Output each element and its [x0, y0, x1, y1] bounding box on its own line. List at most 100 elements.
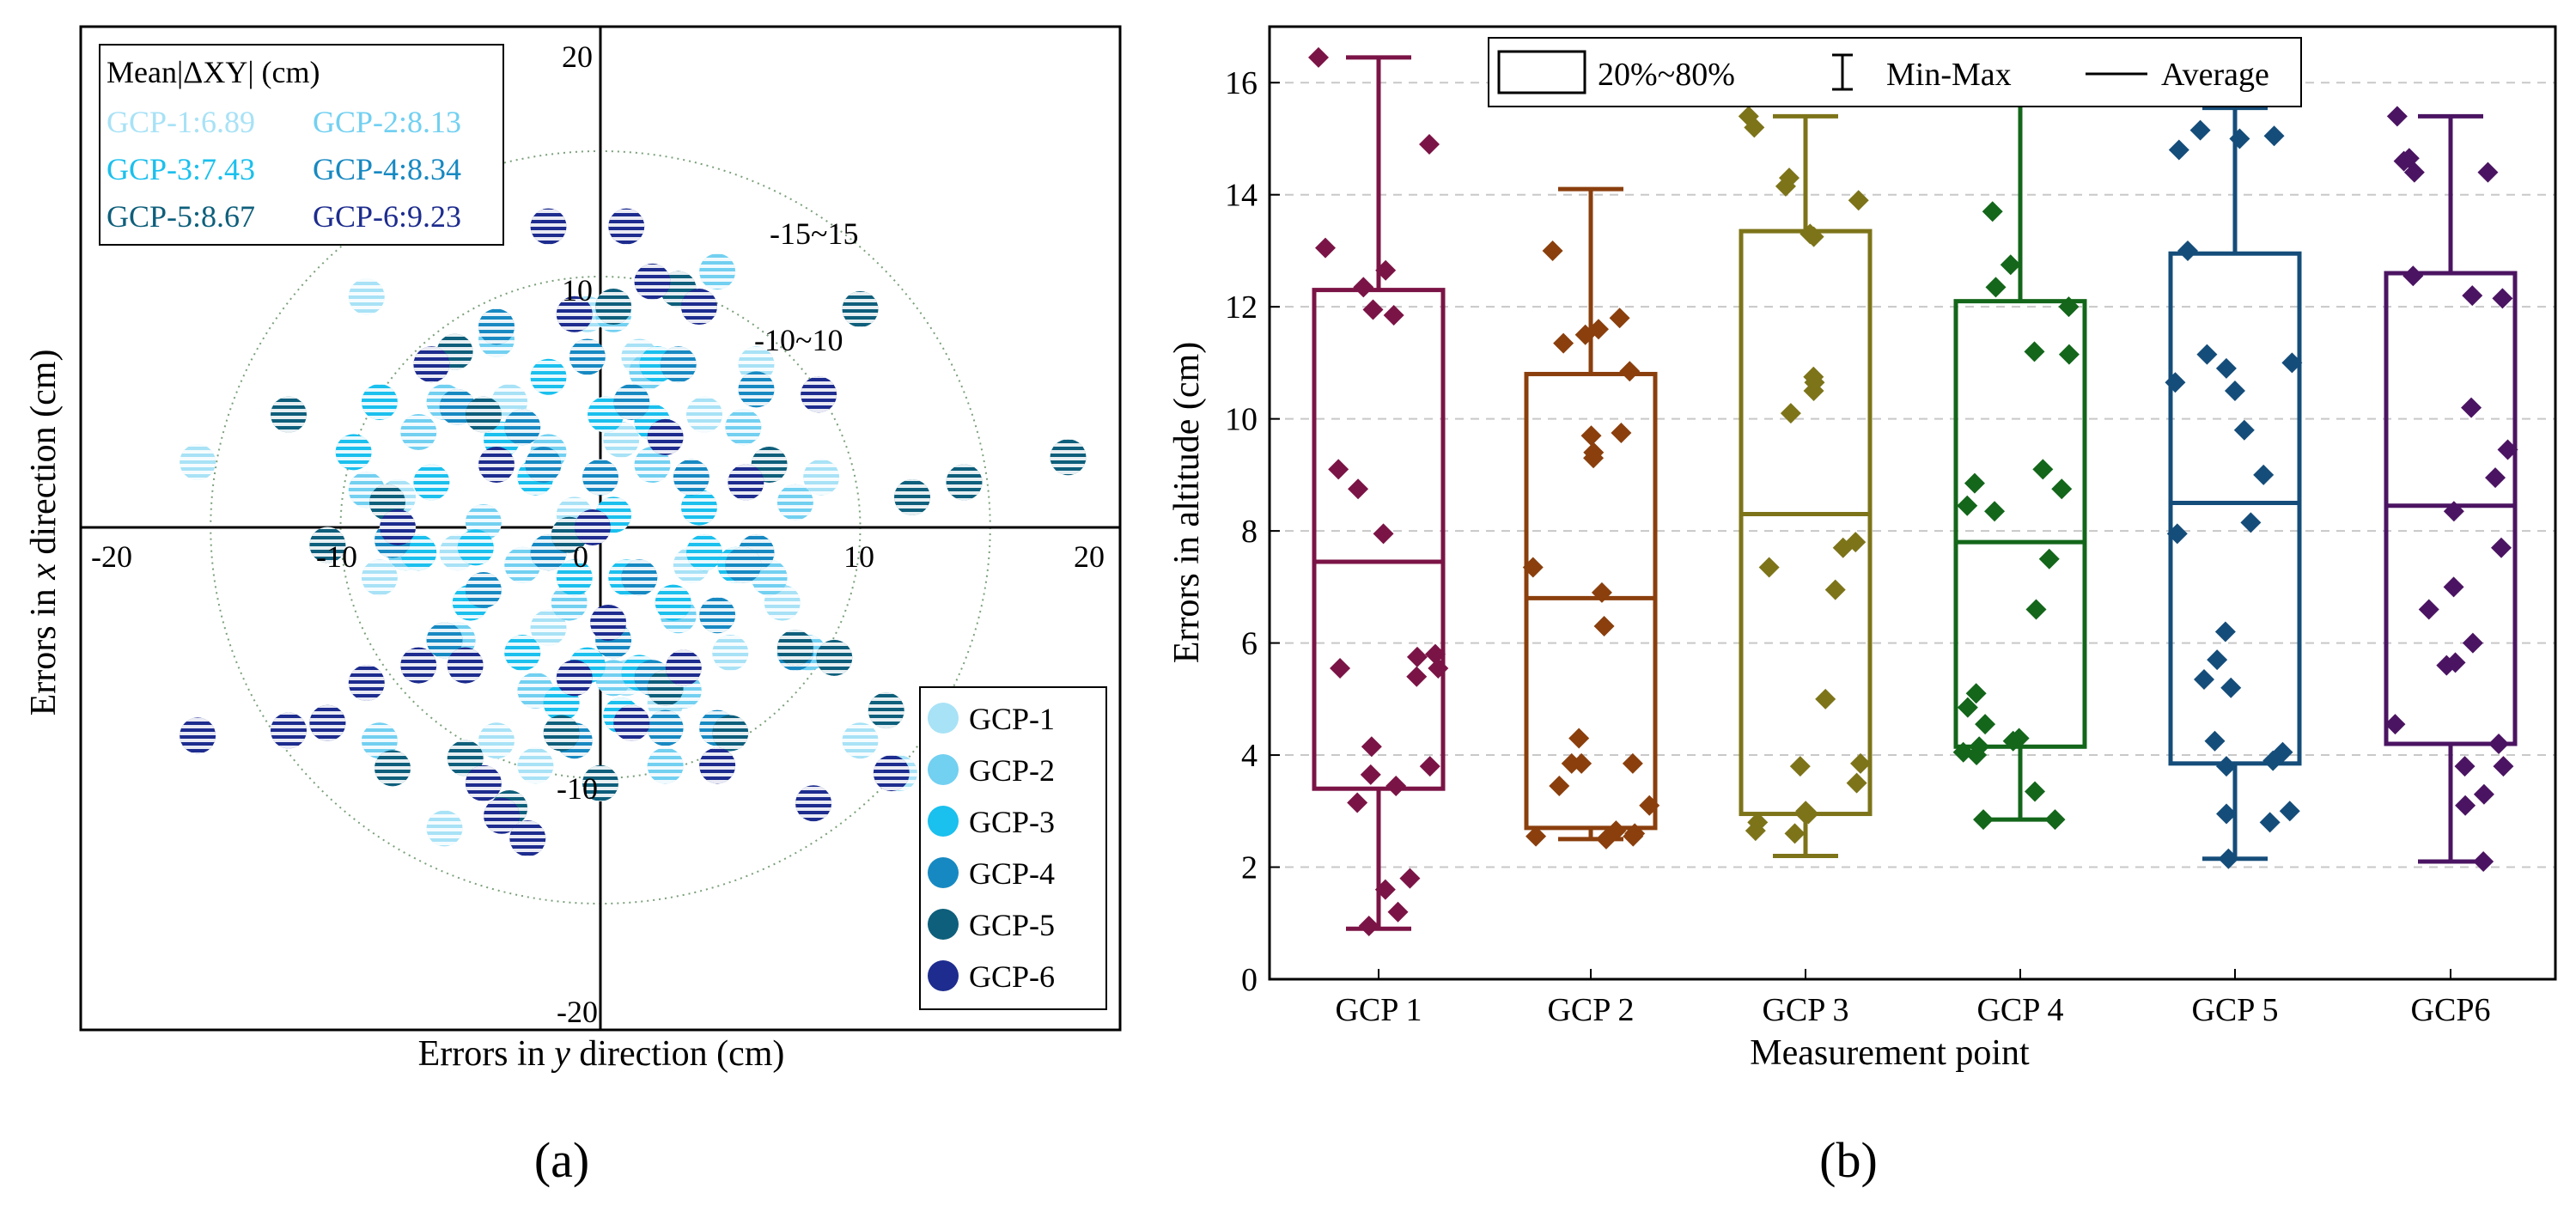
data-point: [1595, 828, 1617, 850]
data-point: [2051, 478, 2073, 500]
scatter-point-gcp-6: [309, 704, 346, 741]
y-tick-label: 10: [1225, 402, 1258, 438]
legend-label: GCP-4: [969, 856, 1055, 891]
data-point: [2214, 621, 2236, 642]
data-point: [1574, 324, 1596, 345]
data-point: [1965, 683, 1987, 704]
data-point: [2454, 756, 2476, 777]
legend-item-gcp-1: GCP-1: [928, 702, 1055, 736]
legend-box-swatch: [1497, 50, 1586, 94]
data-point: [1744, 117, 1765, 138]
data-point: [1542, 240, 1563, 261]
scatter-point-gcp-5: [309, 527, 346, 563]
data-point: [1850, 752, 1872, 774]
legend-box-label: 20%~80%: [1598, 57, 1735, 93]
scatter-point-gcp-5: [894, 478, 930, 515]
box-legend: 20%~80% Min-Max Average: [1488, 37, 2302, 107]
data-point: [2177, 240, 2198, 261]
scatter-point-gcp-6: [465, 764, 502, 801]
box-y-axis-title: Errors in altitude (cm): [1167, 342, 1207, 663]
scatter-point-gcp-6: [873, 755, 910, 792]
legend-minmax-swatch: [1832, 53, 1853, 91]
scatter-point-gcp-4: [465, 572, 502, 608]
data-point: [2218, 848, 2239, 869]
data-point: [2492, 288, 2513, 309]
scatter-point-gcp-6: [530, 208, 567, 245]
scatter-point-gcp-4: [525, 447, 562, 483]
data-point: [1360, 764, 1381, 785]
legend-marker: [928, 960, 959, 991]
scatter-point-gcp-6: [348, 665, 385, 702]
data-point: [1347, 792, 1368, 813]
scatter-point-gcp-5: [842, 290, 879, 327]
box-series: GCP 1 GCP 2 GCP 3 GCP 4 GCP 5 GCP6: [1308, 46, 2518, 1028]
category-label: GCP 5: [2191, 992, 2278, 1028]
data-point: [1361, 736, 1382, 758]
scatter-point-gcp-6: [271, 712, 307, 749]
data-point: [1308, 46, 1329, 68]
data-point: [1522, 557, 1544, 578]
x-tick-label: 0: [573, 539, 588, 574]
data-point: [2418, 599, 2439, 620]
data-point: [2207, 649, 2228, 671]
scatter-point-gcp-6: [801, 376, 837, 413]
data-point: [1623, 825, 1644, 847]
scatter-point-gcp-5: [712, 715, 749, 752]
box-body: [1312, 288, 1446, 791]
data-point: [1373, 523, 1394, 545]
data-point: [2455, 795, 2476, 816]
scatter-point-gcp-4: [426, 622, 463, 659]
data-point: [2462, 285, 2483, 307]
data-point: [2443, 576, 2464, 598]
scatter-point-gcp-2: [647, 747, 684, 784]
data-point: [2204, 730, 2226, 752]
data-point: [2462, 632, 2483, 654]
scatter-point-gcp-5: [543, 715, 580, 752]
data-point: [2038, 548, 2060, 569]
data-point: [1358, 916, 1379, 937]
scatter-point-gcp-2: [634, 447, 671, 483]
data-point: [1803, 226, 1824, 247]
data-point: [2024, 341, 2045, 362]
scatter-point-gcp-4: [569, 338, 606, 375]
data-point: [2044, 809, 2066, 831]
y-tick-label: 10: [562, 273, 593, 308]
scatter-point-gcp-4: [582, 459, 618, 496]
y-tick-label: 4: [1241, 738, 1258, 774]
scatter-point-gcp-3: [686, 534, 722, 571]
category-label: GCP 1: [1335, 992, 1422, 1028]
scatter-legend-frame: [919, 686, 1107, 1010]
category-label: GCP6: [2411, 992, 2491, 1028]
scatter-point-gcp-2: [725, 409, 762, 446]
data-point: [1375, 259, 1397, 281]
data-point: [2032, 459, 2054, 480]
y-tick-label: 2: [1241, 850, 1258, 886]
mean-info-title: Mean|ΔXY| (cm): [107, 55, 320, 89]
scatter-point-gcp-3: [335, 434, 372, 471]
data-point: [1952, 741, 1974, 763]
scatter-point-gcp-4: [504, 409, 541, 446]
legend-item-gcp-5: GCP-5: [928, 908, 1055, 942]
legend-item-gcp-4: GCP-4: [928, 856, 1055, 891]
data-point: [1419, 756, 1440, 777]
data-point: [2461, 397, 2482, 418]
scatter-point-gcp-2: [699, 253, 736, 290]
scatter-point-gcp-6: [484, 797, 521, 834]
legend-item-gcp-2: GCP-2: [928, 753, 1055, 788]
scatter-point-gcp-1: [517, 747, 554, 784]
data-point: [2279, 801, 2300, 822]
data-point: [2497, 439, 2518, 460]
data-point: [2477, 161, 2499, 183]
data-point: [1609, 308, 1630, 329]
data-point: [2402, 265, 2424, 287]
data-point: [2166, 523, 2188, 545]
scatter-point-gcp-6: [380, 509, 417, 545]
scatter-point-gcp-2: [776, 484, 813, 521]
data-point: [1425, 643, 1446, 665]
scatter-point-gcp-6: [634, 263, 671, 300]
data-point: [1387, 901, 1409, 923]
y-tick-label: -10: [557, 771, 598, 806]
box-body: [2384, 271, 2518, 746]
y-tick-label: 20: [562, 40, 593, 74]
